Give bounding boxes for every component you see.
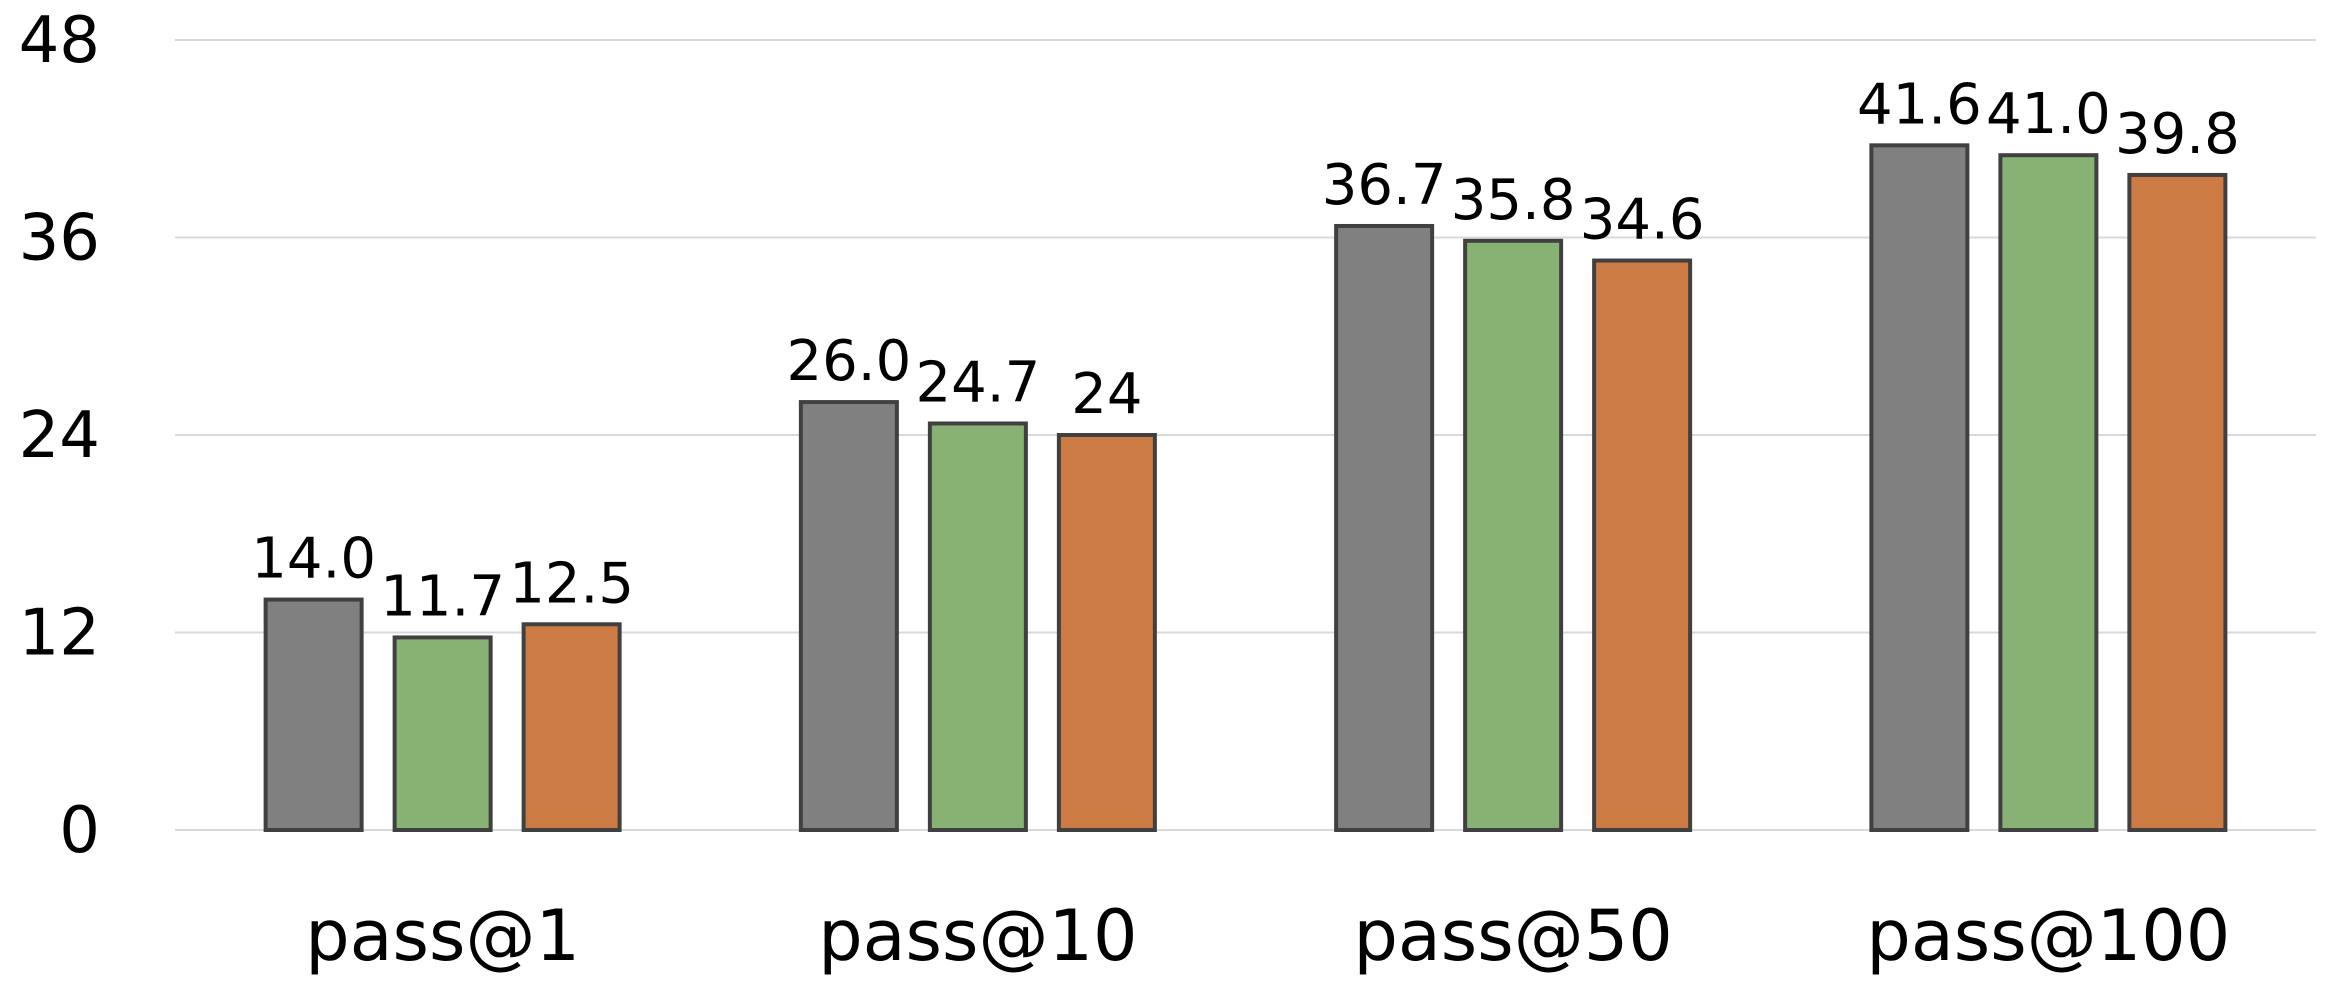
bar-pass@50-series-2	[1463, 238, 1564, 832]
y-tick-label: 36	[19, 202, 100, 276]
y-tick-label: 12	[19, 597, 100, 671]
x-category-label: pass@1	[305, 895, 580, 977]
bar-pass@50-series-1	[1334, 223, 1435, 832]
bar-pass@1-series-1	[263, 597, 364, 832]
x-category-label: pass@50	[1353, 895, 1672, 977]
bar-pass@100-series-1	[1869, 143, 1970, 833]
bar-pass@100-series-3	[2127, 172, 2228, 833]
gridlines	[175, 39, 2316, 831]
x-axis-category-labels: pass@1 pass@10 pass@50 pass@100	[305, 895, 2230, 977]
data-label: 36.7	[1322, 153, 1447, 218]
data-label: 41.0	[1986, 82, 2111, 147]
bars	[263, 143, 2228, 833]
bar-pass@10-series-2	[927, 421, 1028, 832]
bar-pass@10-series-3	[1056, 433, 1157, 832]
data-label: 24	[1071, 362, 1142, 427]
data-label: 26.0	[787, 329, 912, 394]
data-labels: 14.011.7 12.5 26.0 24.7 24 36.7 35.8 34.6 41.6 41…	[251, 72, 2239, 629]
bar-pass@100-series-2	[1998, 153, 2099, 833]
bar-pass@1-series-3	[521, 622, 622, 832]
y-tick-label: 24	[19, 399, 100, 473]
data-label: 11.7	[380, 564, 505, 629]
bar-pass@1-series-2	[392, 635, 493, 832]
y-axis-tick-labels: 0 12 24 36 48	[19, 4, 100, 868]
data-label: 35.8	[1451, 168, 1576, 233]
data-label: 14.0	[251, 527, 376, 592]
y-tick-label: 0	[59, 794, 100, 868]
bar-pass@50-series-3	[1592, 258, 1693, 832]
bar-pass@10-series-1	[798, 400, 899, 832]
y-tick-label: 48	[19, 4, 100, 78]
data-label: 41.6	[1857, 72, 1982, 137]
x-category-label: pass@10	[818, 895, 1137, 977]
data-label: 34.6	[1580, 188, 1705, 253]
data-label: 39.8	[2115, 102, 2240, 167]
data-label: 12.5	[509, 551, 634, 616]
x-category-label: pass@100	[1866, 895, 2230, 977]
data-label: 24.7	[916, 350, 1041, 415]
